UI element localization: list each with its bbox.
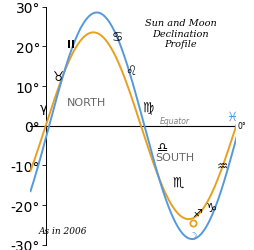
Text: II: II — [68, 40, 75, 50]
Text: γ: γ — [40, 102, 47, 115]
Text: ♓: ♓ — [226, 110, 237, 123]
Text: ♉: ♉ — [53, 70, 64, 83]
Text: 0°: 0° — [237, 122, 246, 131]
Text: ♍: ♍ — [142, 102, 153, 115]
Text: ♏: ♏ — [172, 177, 184, 190]
Text: NORTH: NORTH — [66, 98, 106, 108]
Text: ♋: ♋ — [112, 31, 123, 44]
Text: As in 2006: As in 2006 — [39, 226, 87, 235]
Text: ♑: ♑ — [206, 201, 217, 214]
Text: ♎: ♎ — [157, 142, 168, 154]
Text: ☽: ☽ — [188, 231, 198, 241]
Text: ♐: ♐ — [192, 208, 202, 218]
Text: Equator: Equator — [160, 116, 190, 126]
Text: SOUTH: SOUTH — [155, 152, 194, 162]
Text: Sun and Moon
Declination
Profile: Sun and Moon Declination Profile — [145, 20, 217, 49]
Text: ♌: ♌ — [125, 64, 136, 77]
Text: ♒: ♒ — [217, 159, 229, 172]
